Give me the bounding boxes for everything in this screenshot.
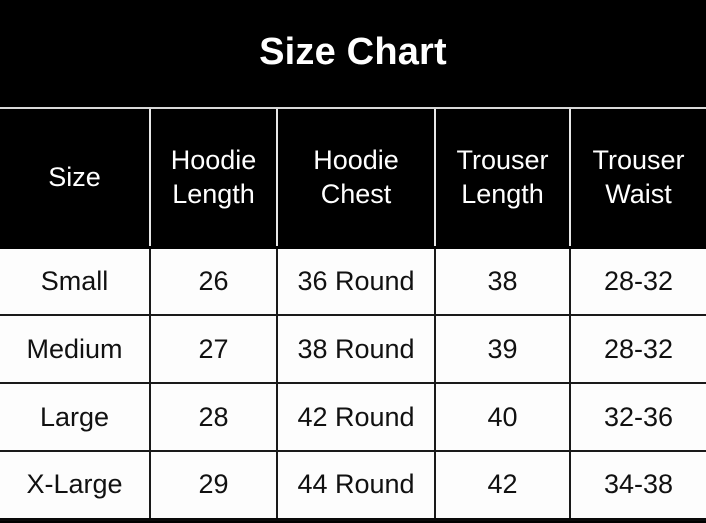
cell-hoodie-chest: 38 Round xyxy=(277,315,436,384)
page-title: Size Chart xyxy=(259,30,447,73)
column-header-trouser-length-line-1: Trouser xyxy=(456,144,549,175)
column-header-trouser-waist-line-2: Waist xyxy=(605,179,672,210)
column-header-hoodie-length-line-2: Length xyxy=(172,179,255,210)
cell-trouser-waist: 28-32 xyxy=(570,247,706,316)
table-row: X-Large 29 44 Round 42 34-38 xyxy=(0,451,706,521)
column-header-hoodie-length-line-1: Hoodie xyxy=(170,144,257,175)
cell-size: Small xyxy=(0,247,151,316)
column-header-trouser-length: Trouser Length xyxy=(435,109,571,249)
cell-hoodie-chest: 36 Round xyxy=(277,247,436,316)
cell-trouser-length: 42 xyxy=(435,451,571,521)
cell-trouser-waist: 34-38 xyxy=(570,451,706,521)
table-row: Large 28 42 Round 40 32-36 xyxy=(0,383,706,452)
column-header-size-line-1: Size xyxy=(48,161,101,192)
column-header-hoodie-length: Hoodie Length xyxy=(150,109,278,249)
cell-hoodie-length: 27 xyxy=(150,315,278,384)
cell-size: Large xyxy=(0,383,151,452)
cell-hoodie-length: 29 xyxy=(150,451,278,521)
title-band: Size Chart xyxy=(0,0,706,107)
size-chart-table: Size Hoodie Length Hoodie Chest Trouser … xyxy=(0,109,706,521)
cell-trouser-length: 39 xyxy=(435,315,571,384)
title-divider xyxy=(0,107,706,109)
column-header-hoodie-chest-line-2: Chest xyxy=(320,179,392,210)
cell-trouser-length: 38 xyxy=(435,247,571,316)
cell-hoodie-chest: 44 Round xyxy=(277,451,436,521)
cell-size: X-Large xyxy=(0,451,151,521)
cell-hoodie-length: 26 xyxy=(150,247,278,316)
table-body: Small 26 36 Round 38 28-32 Medium 27 38 … xyxy=(0,247,706,521)
cell-trouser-waist: 28-32 xyxy=(570,315,706,384)
column-header-trouser-length-line-2: Length xyxy=(461,179,544,210)
cell-size: Medium xyxy=(0,315,151,384)
table-header: Size Hoodie Length Hoodie Chest Trouser … xyxy=(0,109,706,249)
table-header-row: Size Hoodie Length Hoodie Chest Trouser … xyxy=(0,109,706,249)
column-header-size: Size xyxy=(0,109,151,249)
column-header-trouser-waist-line-1: Trouser xyxy=(592,144,685,175)
cell-trouser-waist: 32-36 xyxy=(570,383,706,452)
column-header-hoodie-chest: Hoodie Chest xyxy=(277,109,436,249)
table-row: Small 26 36 Round 38 28-32 xyxy=(0,247,706,316)
column-header-trouser-waist: Trouser Waist xyxy=(570,109,706,249)
table-row: Medium 27 38 Round 39 28-32 xyxy=(0,315,706,384)
cell-trouser-length: 40 xyxy=(435,383,571,452)
column-header-hoodie-chest-line-1: Hoodie xyxy=(313,144,399,175)
cell-hoodie-chest: 42 Round xyxy=(277,383,436,452)
cell-hoodie-length: 28 xyxy=(150,383,278,452)
